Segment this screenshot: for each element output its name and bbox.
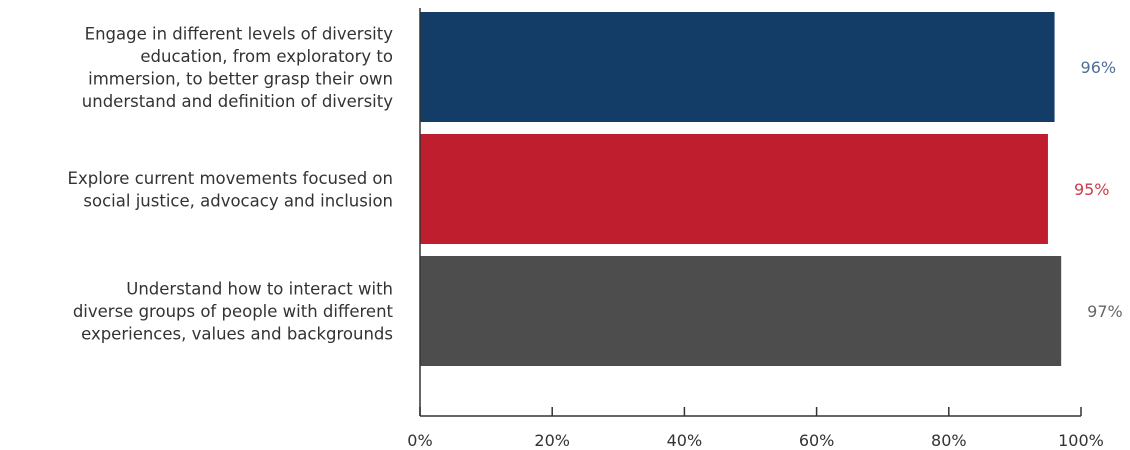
category-label-line: experiences, values and backgrounds <box>81 325 393 344</box>
category-label-3: Understand how to interact with diverse g… <box>73 280 394 344</box>
value-label-1: 96% <box>1081 58 1117 77</box>
x-axis: 0% 20% 40% 60% 80% 100% <box>407 8 1104 450</box>
bar-2 <box>420 134 1048 244</box>
bars-layer <box>420 12 1062 366</box>
value-label-3: 97% <box>1087 302 1123 321</box>
category-label-line: Engage in different levels of diversity <box>85 24 394 43</box>
category-label-line: immersion, to better grasp their own <box>88 69 393 88</box>
bar-1 <box>420 12 1055 122</box>
x-tick-label-60: 60% <box>799 431 835 450</box>
category-label-line: diverse groups of people with different <box>73 302 394 321</box>
x-tick-label-20: 20% <box>534 431 570 450</box>
x-tick-label-0: 0% <box>407 431 432 450</box>
x-tick-label-100: 100% <box>1058 431 1104 450</box>
x-tick-label-80: 80% <box>931 431 967 450</box>
value-label-2: 95% <box>1074 180 1110 199</box>
category-label-line: social justice, advocacy and inclusion <box>83 191 393 210</box>
bar-3 <box>420 256 1062 366</box>
value-labels: 96% 95% 97% <box>1074 58 1123 321</box>
category-label-1: Engage in different levels of diversity e… <box>82 24 393 111</box>
category-label-line: education, from exploratory to <box>140 47 393 66</box>
category-label-line: understand and definition of diversity <box>82 92 393 111</box>
category-labels: Engage in different levels of diversity e… <box>68 24 394 343</box>
category-label-line: Understand how to interact with <box>126 280 393 299</box>
x-tick-label-40: 40% <box>667 431 703 450</box>
category-label-2: Explore current movements focused on soci… <box>68 169 393 211</box>
category-label-line: Explore current movements focused on <box>68 169 393 188</box>
